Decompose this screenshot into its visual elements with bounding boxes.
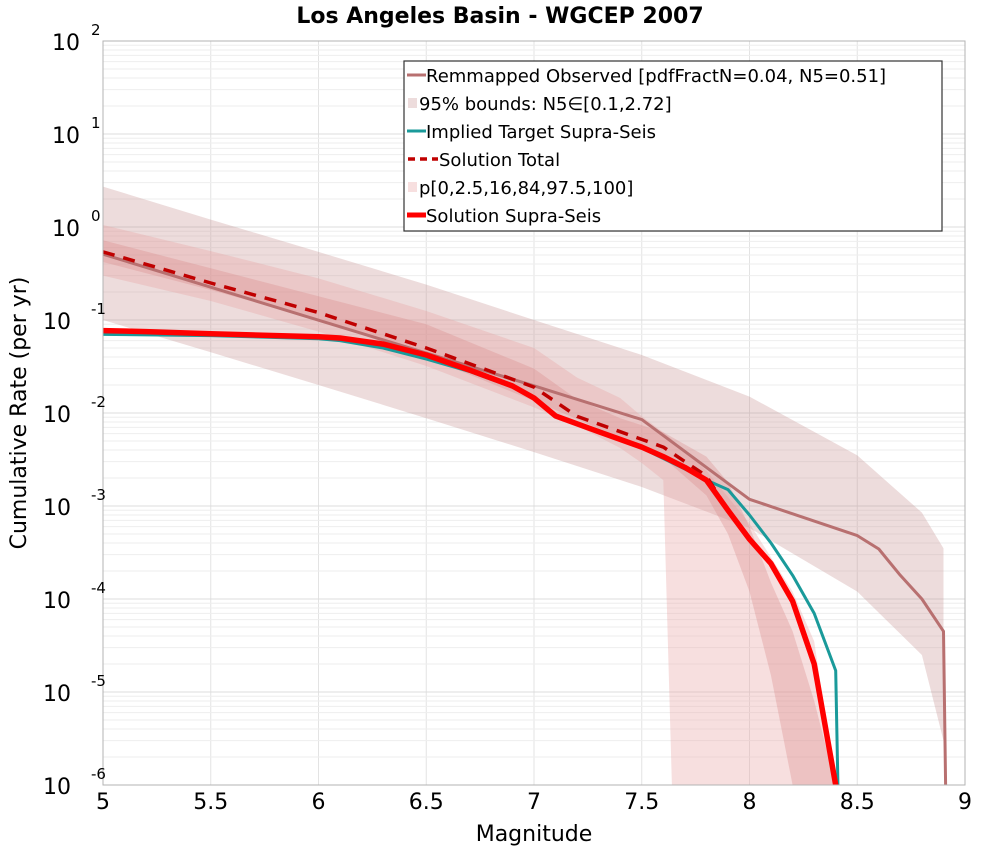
y-tick-exponent: -5 (91, 672, 106, 690)
x-tick-label: 7.5 (624, 790, 659, 815)
y-tick-exponent: -6 (91, 765, 106, 783)
x-tick-label: 5.5 (193, 790, 228, 815)
y-tick-label: 10 (43, 589, 71, 614)
y-tick-exponent: 0 (91, 207, 101, 225)
chart-title: Los Angeles Basin - WGCEP 2007 (296, 4, 703, 29)
y-tick-label: 10 (43, 496, 71, 521)
x-axis-label: Magnitude (476, 822, 593, 847)
x-tick-label: 9 (958, 790, 972, 815)
legend-label: Remmapped Observed [pdfFractN=0.04, N5=0… (426, 66, 886, 87)
y-axis-label: Cumulative Rate (per yr) (7, 277, 32, 550)
x-tick-label: 5 (96, 790, 110, 815)
series-layer (102, 250, 948, 786)
y-tick-label: 10 (52, 124, 80, 149)
legend-label: p[0,2.5,16,84,97.5,100] (419, 178, 633, 199)
legend-box (403, 60, 943, 232)
x-tick-labels: 5 5.5 6 6.5 7 7.5 8 8.5 9 (96, 790, 972, 815)
plot-frame (102, 40, 966, 786)
y-tick-label: 10 (43, 403, 71, 428)
legend-swatch-patch (408, 98, 417, 108)
y-tick-label: 10 (43, 310, 71, 335)
y-tick-label: 10 (43, 775, 71, 800)
x-tick-label: 8 (743, 790, 757, 815)
y-tick-exponent: -4 (91, 579, 106, 597)
x-tick-label: 8.5 (840, 790, 875, 815)
legend: Remmapped Observed [pdfFractN=0.04, N5=0… (403, 60, 943, 232)
legend-swatch-patch (408, 182, 417, 192)
y-tick-label: 10 (43, 682, 71, 707)
legend-label: Implied Target Supra-Seis (426, 122, 656, 143)
uncertainty-band-3 (103, 240, 836, 786)
x-tick-label: 6.5 (409, 790, 444, 815)
x-tick-label: 6 (312, 790, 326, 815)
x-tick-label: 7 (527, 790, 541, 815)
series-line-1 (102, 252, 948, 786)
y-tick-labels: 10 -6 10 -5 10 -4 10 -3 10 -2 10 -1 10 0 10 1 10 2 (43, 21, 106, 800)
y-tick-exponent: -1 (91, 300, 106, 318)
legend-label: 95% bounds: N5∈[0.1,2.72] (419, 94, 672, 115)
y-tick-exponent: 2 (91, 21, 101, 39)
y-tick-exponent: -2 (91, 393, 106, 411)
y-tick-exponent: -3 (91, 486, 106, 504)
y-tick-label: 10 (52, 217, 80, 242)
y-tick-label: 10 (52, 31, 80, 56)
uncertainty-band-2 (103, 225, 836, 785)
legend-label: Solution Supra-Seis (426, 206, 601, 227)
y-tick-exponent: 1 (91, 114, 101, 132)
legend-label: Solution Total (439, 150, 560, 171)
series-line-4 (102, 327, 839, 786)
